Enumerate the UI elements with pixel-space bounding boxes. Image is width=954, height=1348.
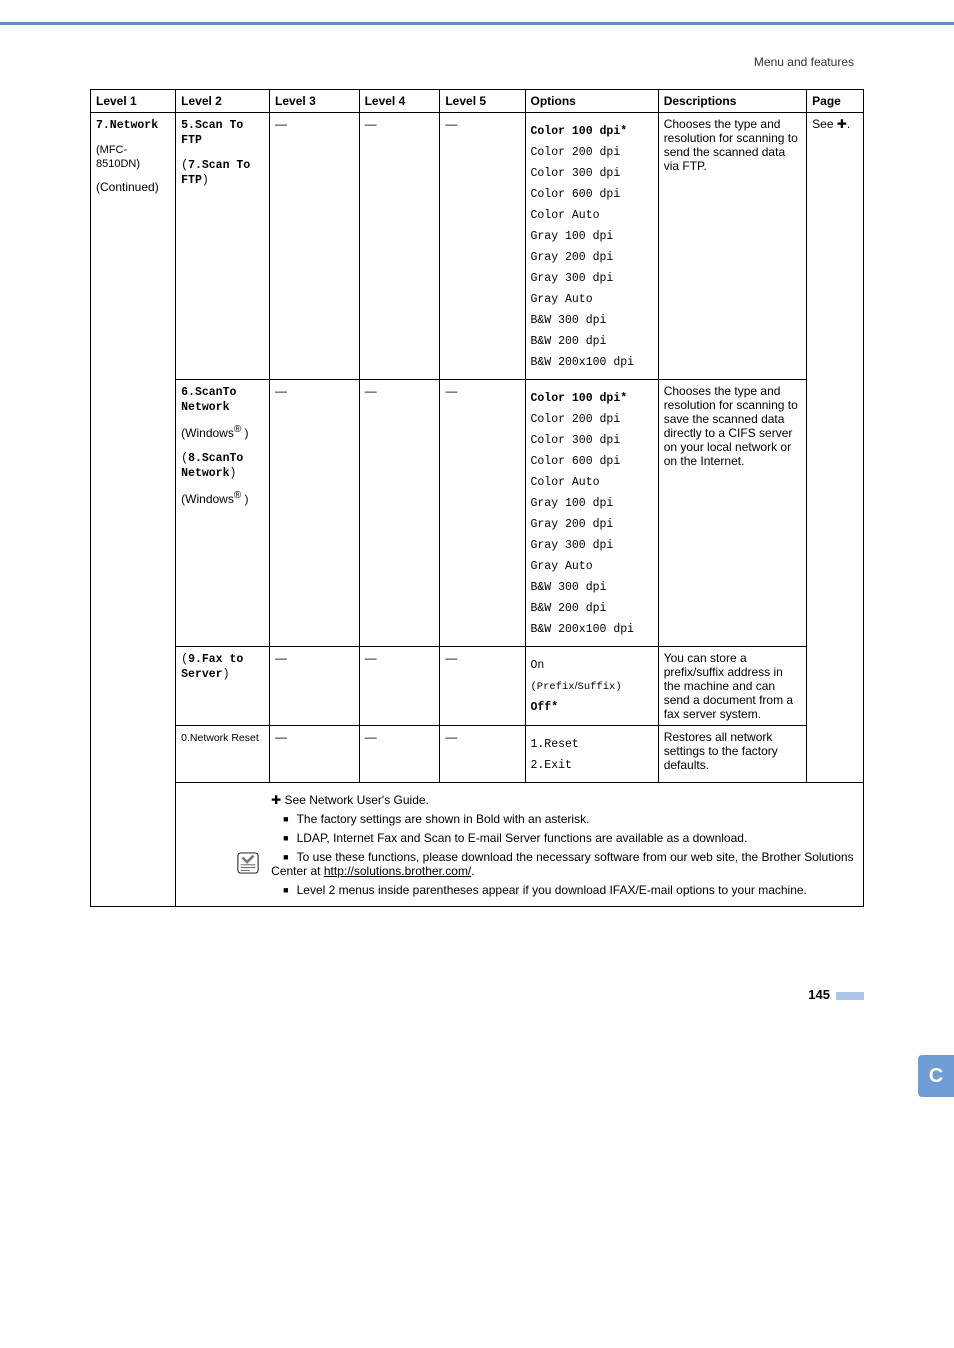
note-icon: [237, 852, 259, 877]
table-header-row: Level 1 Level 2 Level 3 Level 4 Level 5 …: [91, 90, 864, 113]
page-number: 145: [0, 947, 954, 1002]
table-footnote-row: ✚ See Network User's Guide.The factory s…: [91, 783, 864, 907]
section-tab: C: [918, 1055, 954, 1097]
cell-l3: —: [270, 726, 360, 783]
cell-page: See ✚.: [807, 113, 864, 783]
cell-description: You can store a prefix/suffix address in…: [658, 647, 806, 726]
cell-description: Restores all network settings to the fac…: [658, 726, 806, 783]
cell-level2: 0.Network Reset: [176, 726, 270, 783]
cell-l5: —: [440, 113, 525, 380]
cell-options: 1.Reset2.Exit: [525, 726, 658, 783]
cell-l3: —: [270, 380, 360, 647]
table-row: 6.ScanTo Network(Windows® )(8.ScanTo Net…: [91, 380, 864, 647]
th-level3: Level 3: [270, 90, 360, 113]
cell-l3: —: [270, 113, 360, 380]
cell-level2: 6.ScanTo Network(Windows® )(8.ScanTo Net…: [176, 380, 270, 647]
cell-l5: —: [440, 726, 525, 783]
cell-l5: —: [440, 380, 525, 647]
breadcrumb: Menu and features: [0, 25, 954, 89]
th-page: Page: [807, 90, 864, 113]
cell-level2: 5.Scan To FTP(7.Scan To FTP): [176, 113, 270, 380]
table-row: 0.Network Reset———1.Reset2.ExitRestores …: [91, 726, 864, 783]
cell-level1: 7.Network(MFC-8510DN)(Continued): [91, 113, 176, 907]
cell-options: Color 100 dpi*Color 200 dpiColor 300 dpi…: [525, 113, 658, 380]
th-level4: Level 4: [359, 90, 440, 113]
th-options: Options: [525, 90, 658, 113]
cell-l3: —: [270, 647, 360, 726]
cell-options: Color 100 dpi*Color 200 dpiColor 300 dpi…: [525, 380, 658, 647]
cell-l4: —: [359, 647, 440, 726]
page-accent-bar: [836, 992, 864, 1000]
cell-description: Chooses the type and resolution for scan…: [658, 113, 806, 380]
cell-footnotes: ✚ See Network User's Guide.The factory s…: [176, 783, 864, 907]
th-level1: Level 1: [91, 90, 176, 113]
cell-l4: —: [359, 726, 440, 783]
th-descriptions: Descriptions: [658, 90, 806, 113]
th-level5: Level 5: [440, 90, 525, 113]
cell-level2: (9.Fax to Server): [176, 647, 270, 726]
page-content: Level 1 Level 2 Level 3 Level 4 Level 5 …: [0, 89, 954, 947]
cell-l5: —: [440, 647, 525, 726]
cell-options: On(Prefix/Suffix)Off*: [525, 647, 658, 726]
table-row: (9.Fax to Server)———On(Prefix/Suffix)Off…: [91, 647, 864, 726]
cell-description: Chooses the type and resolution for scan…: [658, 380, 806, 647]
menu-table: Level 1 Level 2 Level 3 Level 4 Level 5 …: [90, 89, 864, 907]
cell-l4: —: [359, 113, 440, 380]
cell-l4: —: [359, 380, 440, 647]
th-level2: Level 2: [176, 90, 270, 113]
table-row: 7.Network(MFC-8510DN)(Continued)5.Scan T…: [91, 113, 864, 380]
